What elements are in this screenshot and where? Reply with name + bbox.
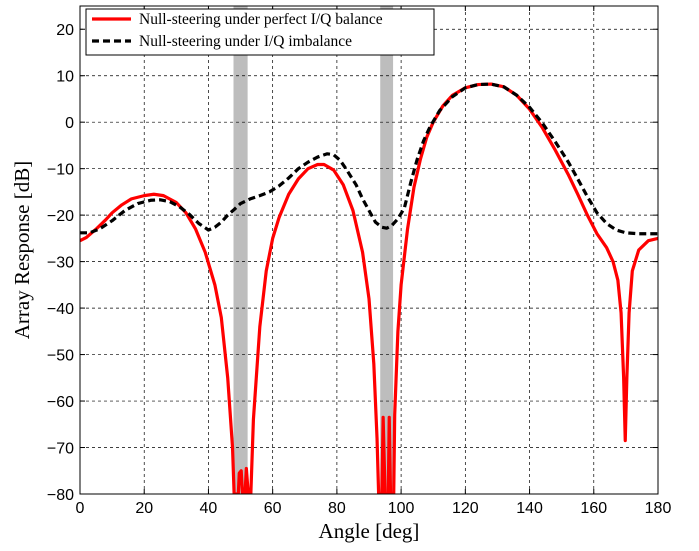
y-tick-label--20: −20 [47, 208, 74, 225]
x-tick-label-80: 80 [328, 500, 346, 517]
axis-ticks: 0 20 40 60 80 100 120 140 160 180−80−70−60−50−40−… [47, 6, 672, 517]
x-axis-label: Angle [deg] [319, 519, 420, 543]
series-lines [80, 82, 658, 494]
x-tick-label-180: 180 [645, 500, 672, 517]
y-tick-label-0: 0 [65, 115, 74, 132]
x-tick-label-20: 20 [135, 500, 153, 517]
legend: Null-steering under perfect I/Q balance … [85, 8, 435, 56]
x-tick-label-40: 40 [200, 500, 218, 517]
legend-label-iq-imbalance: Null-steering under I/Q imbalance [139, 33, 352, 50]
y-tick-label--70: −70 [47, 441, 74, 458]
x-tick-label-140: 140 [516, 500, 543, 517]
y-tick-label--40: −40 [47, 301, 74, 318]
y-axis-label: Array Response [dB] [10, 161, 34, 339]
series-line-1 [80, 82, 658, 236]
plot-background [80, 6, 658, 494]
x-tick-label-60: 60 [264, 500, 282, 517]
x-tick-label-100: 100 [388, 500, 415, 517]
x-tick-label-0: 0 [76, 500, 85, 517]
y-tick-label--80: −80 [47, 487, 74, 504]
shaded-band-1 [380, 6, 394, 494]
x-tick-label-120: 120 [452, 500, 479, 517]
y-tick-label--10: −10 [47, 162, 74, 179]
legend-label-perfect-balance: Null-steering under perfect I/Q balance [139, 11, 383, 28]
y-tick-label--50: −50 [47, 348, 74, 365]
shaded-band-0 [233, 6, 248, 494]
legend-box [85, 8, 435, 56]
plot-frame [79, 5, 659, 495]
y-tick-label-10: 10 [56, 69, 74, 86]
x-tick-label-160: 160 [580, 500, 607, 517]
y-tick-label-20: 20 [56, 22, 74, 39]
y-tick-label--60: −60 [47, 394, 74, 411]
series-line-0 [80, 82, 658, 494]
y-tick-label--30: −30 [47, 255, 74, 272]
shaded-bands [233, 6, 394, 494]
